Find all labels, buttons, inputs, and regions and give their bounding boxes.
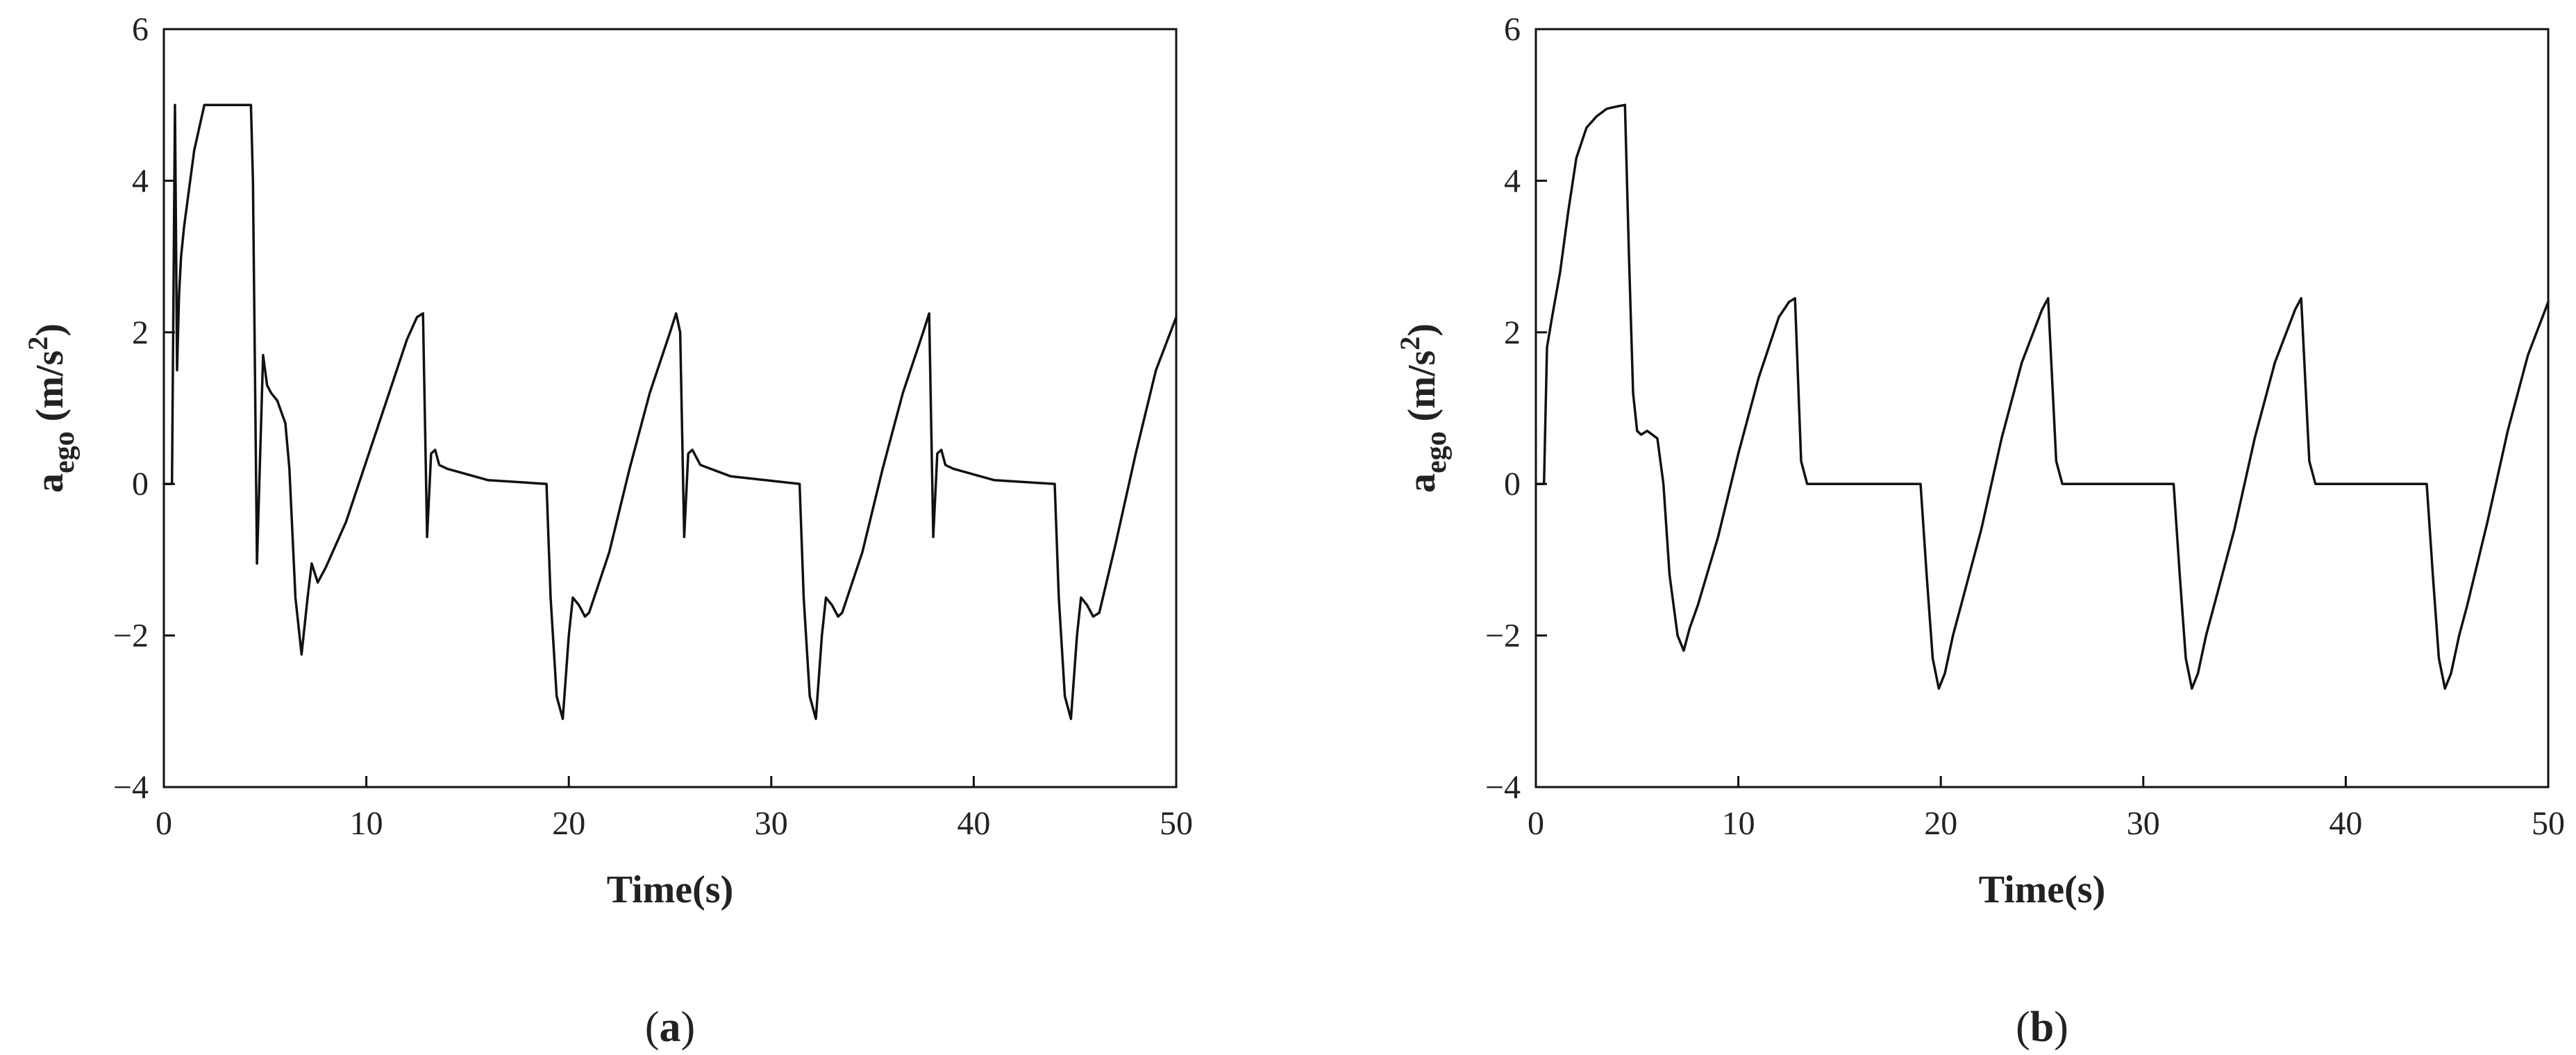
x-tick-label: 20 xyxy=(552,805,585,842)
x-tick-label: 40 xyxy=(2329,805,2362,842)
y-tick-label: 0 xyxy=(1504,466,1521,503)
panel-a: −4 −2 0 2 4 6 0 10 20 30 40 50 aego (m/s2) Time(s)… xyxy=(22,11,1193,1051)
x-tick-label: 0 xyxy=(156,805,172,842)
x-tick-label: 50 xyxy=(1160,805,1193,842)
panel-label-b: (b) xyxy=(2016,1004,2068,1051)
panel-b: −4 −2 0 2 4 6 0 10 20 30 40 50 aego (m/s2) Time(s)… xyxy=(1394,11,2565,1051)
series-line-a-0 xyxy=(162,103,1178,720)
x-tick-label: 10 xyxy=(350,805,383,842)
x-tick-label: 30 xyxy=(755,805,788,842)
y-tick-label: 2 xyxy=(132,314,149,351)
x-ticks-a: 0 10 20 30 40 50 xyxy=(156,776,1193,842)
y-ticks-b: −4 −2 0 2 4 6 xyxy=(1485,11,1547,806)
x-tick-label: 10 xyxy=(1722,805,1755,842)
x-tick-label: 30 xyxy=(2127,805,2160,842)
x-axis-label-a: Time(s) xyxy=(607,868,734,911)
y-tick-label: 6 xyxy=(132,11,149,48)
y-ticks-a: −4 −2 0 2 4 6 xyxy=(113,11,175,806)
y-tick-label: 0 xyxy=(132,466,149,503)
x-tick-label: 40 xyxy=(957,805,990,842)
y-tick-label: 2 xyxy=(1504,314,1521,351)
y-tick-label: −4 xyxy=(1485,769,1521,806)
y-tick-label: 4 xyxy=(1504,162,1521,199)
x-tick-label: 20 xyxy=(1924,805,1957,842)
series-group-a xyxy=(162,103,1178,720)
x-ticks-b: 0 10 20 30 40 50 xyxy=(1528,776,2565,842)
plot-frame-a xyxy=(162,28,1178,788)
series-group-b xyxy=(1534,103,2550,690)
x-tick-label: 0 xyxy=(1528,805,1544,842)
y-tick-label: 4 xyxy=(132,162,149,199)
y-tick-label: −2 xyxy=(113,618,149,655)
y-tick-label: −2 xyxy=(1485,618,1521,655)
y-tick-label: −4 xyxy=(113,769,149,806)
plot-frame-b xyxy=(1534,28,2550,788)
y-axis-label-a: aego (m/s2) xyxy=(22,323,81,493)
x-tick-label: 50 xyxy=(2532,805,2565,842)
y-tick-label: 6 xyxy=(1504,11,1521,48)
panel-label-a: (a) xyxy=(645,1004,695,1051)
series-line-b-0 xyxy=(1534,103,2550,690)
y-axis-label-b: aego (m/s2) xyxy=(1394,323,1453,493)
x-axis-label-b: Time(s) xyxy=(1979,868,2106,911)
